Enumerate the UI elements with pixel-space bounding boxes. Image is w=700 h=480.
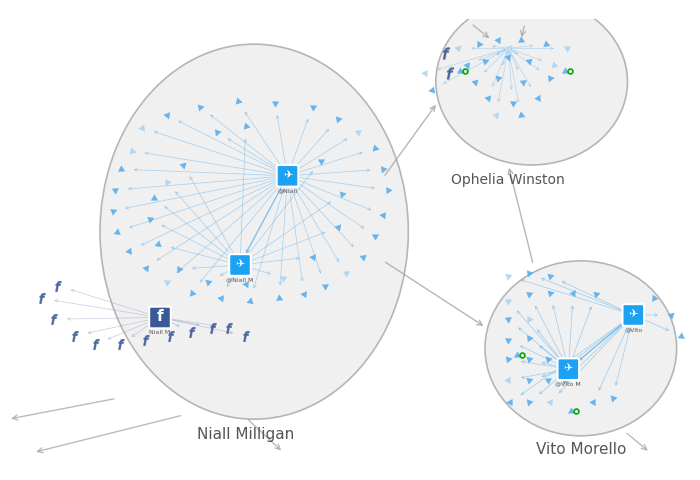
Text: ✈: ✈ bbox=[564, 363, 573, 373]
Text: @Vito M: @Vito M bbox=[556, 382, 581, 387]
Text: f: f bbox=[157, 309, 163, 324]
Text: @Niall: @Niall bbox=[277, 188, 297, 193]
FancyBboxPatch shape bbox=[557, 359, 579, 380]
FancyBboxPatch shape bbox=[622, 304, 644, 326]
Ellipse shape bbox=[100, 44, 408, 419]
Text: ✈: ✈ bbox=[629, 309, 638, 319]
Ellipse shape bbox=[436, 0, 627, 165]
FancyBboxPatch shape bbox=[149, 307, 171, 328]
Text: @Vito: @Vito bbox=[624, 327, 643, 333]
Text: Niall M: Niall M bbox=[149, 330, 171, 335]
Text: ✈: ✈ bbox=[283, 170, 292, 180]
Text: @Niall M: @Niall M bbox=[226, 277, 253, 283]
Text: Ophelia Winston: Ophelia Winston bbox=[452, 173, 565, 187]
Text: Vito Morello: Vito Morello bbox=[536, 443, 626, 457]
Text: ✈: ✈ bbox=[235, 259, 245, 269]
FancyBboxPatch shape bbox=[229, 254, 251, 276]
FancyBboxPatch shape bbox=[276, 165, 298, 187]
Text: Niall Milligan: Niall Milligan bbox=[197, 428, 295, 443]
Ellipse shape bbox=[485, 261, 677, 436]
